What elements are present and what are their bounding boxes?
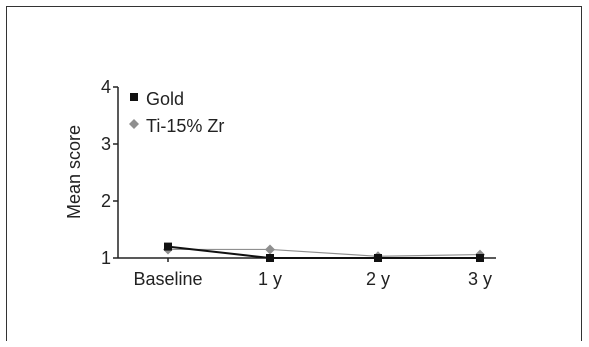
x-tick-label: 2 y (366, 269, 390, 289)
y-tick-label: 4 (101, 77, 111, 97)
series-line (167, 245, 480, 259)
series-layer (163, 242, 485, 262)
legend-marker (130, 93, 138, 101)
legend-label: Gold (146, 89, 184, 109)
data-point (265, 244, 275, 255)
axes: 1 2 3 4 Baseline 1 y 2 y 3 y (101, 77, 496, 289)
y-tick-label: 3 (101, 134, 111, 154)
figure-frame (6, 6, 582, 341)
data-point (266, 254, 274, 262)
y-tick-label: 1 (101, 248, 111, 268)
data-point (374, 254, 382, 262)
series-line (168, 248, 481, 257)
x-tick-label: 3 y (468, 269, 492, 289)
x-tick-label: Baseline (133, 269, 202, 289)
legend: Gold Ti-15% Zr (129, 89, 224, 136)
data-point (164, 242, 172, 251)
series-0 (164, 242, 484, 262)
y-tick-label: 2 (101, 191, 111, 211)
legend-label: Ti-15% Zr (146, 116, 224, 136)
x-tick-label: 1 y (258, 269, 282, 289)
data-point (476, 254, 484, 262)
legend-marker (129, 119, 139, 129)
y-axis-title: Mean score (64, 125, 84, 219)
